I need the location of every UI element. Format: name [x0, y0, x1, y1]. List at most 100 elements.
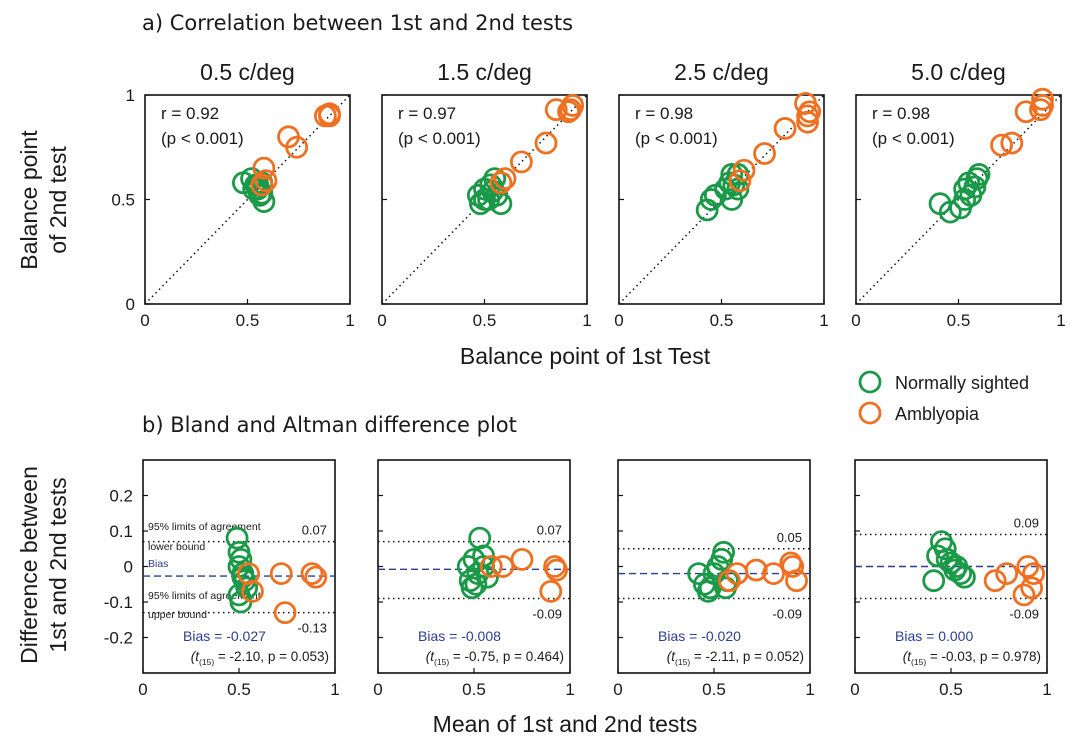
point-amblyopia: [1000, 131, 1024, 155]
stat-p: (p < 0.001): [872, 129, 955, 148]
panel-title: 0.5 c/deg: [200, 59, 295, 85]
annotation-bias: Bias: [148, 558, 168, 570]
point-amblyopia: [241, 579, 264, 603]
section-a-title: a) Correlation between 1st and 2nd tests: [142, 11, 573, 35]
x-tick-label: 0.5: [227, 680, 251, 699]
section-b-ylabel-line1: Difference between: [16, 466, 42, 664]
point-normally-sighted: [687, 562, 711, 585]
y-tick-label: 1: [126, 86, 135, 105]
point-amblyopia: [479, 555, 503, 578]
point-normally-sighted: [476, 565, 499, 589]
series-normally-sighted: [456, 526, 499, 600]
y-tick-label: 0.2: [109, 487, 133, 506]
point-normally-sighted: [922, 569, 946, 593]
point-amblyopia: [273, 601, 297, 625]
point-amblyopia: [744, 558, 768, 582]
point-normally-sighted: [460, 576, 484, 600]
point-amblyopia: [1022, 562, 1045, 585]
point-amblyopia: [304, 565, 328, 589]
series-normally-sighted: [695, 163, 750, 222]
point-normally-sighted: [696, 579, 720, 603]
x-tick-label: 1: [582, 311, 591, 330]
point-amblyopia: [1020, 576, 1044, 600]
point-amblyopia: [995, 562, 1019, 585]
stat-r: r = 0.92: [161, 104, 219, 123]
annotation-upper-limit-sub: lower bound: [148, 541, 205, 553]
stat-r: r = 0.97: [398, 104, 456, 123]
section-a-ylabel-line2: of 2nd test: [45, 146, 71, 254]
legend-marker-normal: [858, 370, 882, 394]
point-amblyopia: [539, 579, 563, 603]
series-amblyopia: [983, 555, 1045, 607]
stat-r: r = 0.98: [872, 104, 930, 123]
series-amblyopia: [990, 87, 1054, 157]
point-normally-sighted: [945, 555, 969, 578]
point-amblyopia: [254, 169, 278, 193]
lower-limit-value: -0.09: [1009, 606, 1039, 621]
x-tick-label: 0: [614, 311, 623, 330]
upper-limit-value: 0.07: [302, 523, 327, 538]
point-amblyopia: [762, 562, 785, 585]
point-amblyopia: [318, 104, 341, 128]
chart-panel-5: 0 0.5 1 -0.2 -0.1 0 0.1 0.2 0.07 -0.13 Bias = -0.0…: [104, 459, 340, 699]
section-a-xlabel: Balance point of 1st Test: [460, 343, 711, 369]
stat-p: (p < 0.001): [635, 129, 718, 148]
section-b-ylabel-line2: 1st and 2nd tests: [45, 477, 71, 652]
y-tick-label: 0: [124, 558, 133, 577]
point-amblyopia: [300, 562, 324, 585]
legend: Normally sighted Amblyopia: [858, 370, 1029, 425]
y-tick-label: 0: [126, 295, 135, 314]
point-amblyopia: [796, 110, 819, 134]
x-tick-label: 1: [819, 311, 828, 330]
point-normally-sighted: [967, 163, 991, 186]
chart-panel-3: 0 0.5 1 2.5 c/deg r = 0.98 (p < 0.001): [614, 59, 828, 330]
y-tick-label: -0.2: [104, 629, 133, 648]
point-amblyopia: [543, 555, 567, 578]
point-normally-sighted: [938, 200, 962, 224]
x-tick-label: 0: [851, 311, 860, 330]
chart-panel-2: 0 0.5 1 1.5 c/deg r = 0.97 (p < 0.001): [377, 59, 591, 330]
y-tick-label: 0.1: [109, 522, 133, 541]
upper-limit-value: 0.09: [1014, 516, 1039, 531]
point-amblyopia: [491, 555, 515, 578]
point-normally-sighted: [225, 526, 249, 550]
identity-line: [855, 94, 1062, 305]
stat-r: r = 0.98: [635, 104, 693, 123]
series-amblyopia: [250, 102, 341, 197]
legend-label-amblyopia: Amblyopia: [895, 404, 980, 424]
point-normally-sighted: [712, 540, 735, 564]
x-tick-label: 0.5: [939, 680, 963, 699]
point-amblyopia: [990, 133, 1013, 157]
point-amblyopia: [1016, 555, 1040, 578]
x-tick-label: 1: [565, 680, 574, 699]
point-amblyopia: [1031, 94, 1054, 117]
x-tick-label: 0: [373, 680, 382, 699]
bias-value: Bias = -0.027: [183, 628, 266, 644]
point-amblyopia: [1012, 583, 1036, 607]
x-tick-label: 1: [805, 680, 814, 699]
panel-title: 2.5 c/deg: [674, 59, 769, 85]
stat-p: (p < 0.001): [398, 129, 481, 148]
point-amblyopia: [534, 131, 558, 155]
series-amblyopia: [479, 548, 568, 603]
point-amblyopia: [510, 150, 533, 174]
point-amblyopia: [510, 548, 534, 571]
upper-limit-value: 0.07: [537, 523, 562, 538]
point-amblyopia: [252, 156, 276, 180]
bias-value: Bias = -0.020: [658, 628, 741, 644]
x-tick-label: 1: [1056, 311, 1065, 330]
x-tick-label: 0: [140, 311, 149, 330]
y-tick-label: 0.5: [111, 191, 135, 210]
point-normally-sighted: [473, 188, 496, 211]
x-tick-label: 0: [138, 680, 147, 699]
point-amblyopia: [728, 169, 752, 193]
x-tick-label: 1: [1042, 680, 1051, 699]
series-amblyopia: [237, 562, 328, 625]
chart-panel-4: 0 0.5 1 5.0 c/deg r = 0.98 (p < 0.001): [851, 59, 1065, 330]
lower-limit-value: -0.13: [297, 621, 327, 636]
series-normally-sighted: [922, 530, 976, 593]
point-amblyopia: [732, 158, 756, 182]
x-tick-label: 0: [613, 680, 622, 699]
x-tick-label: 0: [377, 311, 386, 330]
